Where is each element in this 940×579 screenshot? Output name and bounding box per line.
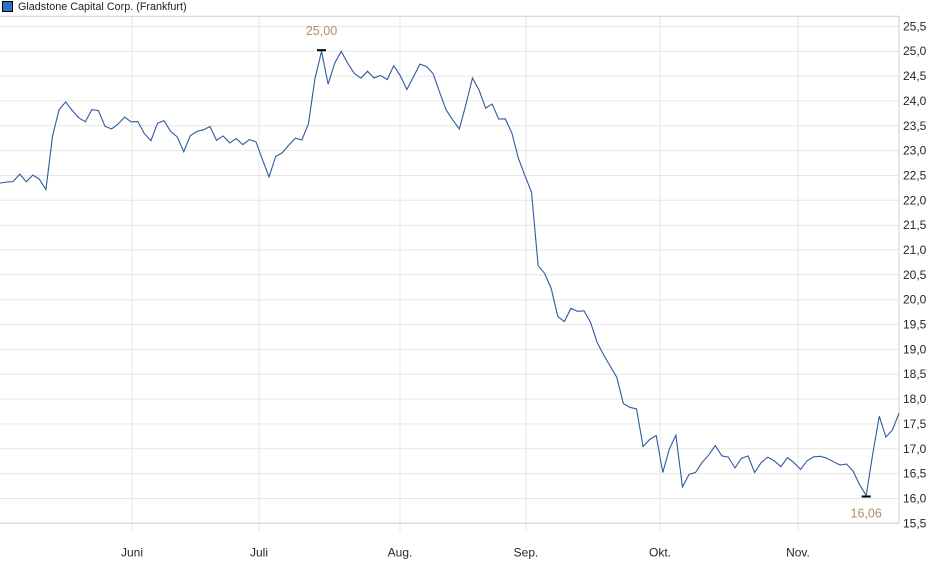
svg-text:18,0: 18,0 [903,392,927,406]
svg-text:25,00: 25,00 [306,24,337,38]
svg-text:23,0: 23,0 [903,144,927,158]
svg-text:21,0: 21,0 [903,243,927,257]
svg-text:20,0: 20,0 [903,293,927,307]
svg-text:17,5: 17,5 [903,417,927,431]
svg-text:Sep.: Sep. [514,545,539,559]
svg-text:24,0: 24,0 [903,94,927,108]
svg-text:Juni: Juni [121,545,143,559]
svg-text:15,5: 15,5 [903,516,927,530]
svg-text:18,5: 18,5 [903,367,927,381]
svg-text:25,5: 25,5 [903,19,927,33]
svg-text:23,5: 23,5 [903,119,927,133]
svg-text:Juli: Juli [250,545,268,559]
svg-text:25,0: 25,0 [903,44,927,58]
svg-text:19,0: 19,0 [903,342,927,356]
svg-text:20,5: 20,5 [903,268,927,282]
svg-text:19,5: 19,5 [903,318,927,332]
svg-text:16,5: 16,5 [903,467,927,481]
svg-text:22,5: 22,5 [903,169,927,183]
svg-text:21,5: 21,5 [903,218,927,232]
svg-text:24,5: 24,5 [903,69,927,83]
svg-text:22,0: 22,0 [903,193,927,207]
svg-text:17,0: 17,0 [903,442,927,456]
svg-text:16,06: 16,06 [851,507,882,521]
svg-text:16,0: 16,0 [903,492,927,506]
svg-text:Nov.: Nov. [786,545,810,559]
svg-text:Aug.: Aug. [388,545,413,559]
svg-text:Okt.: Okt. [649,545,671,559]
